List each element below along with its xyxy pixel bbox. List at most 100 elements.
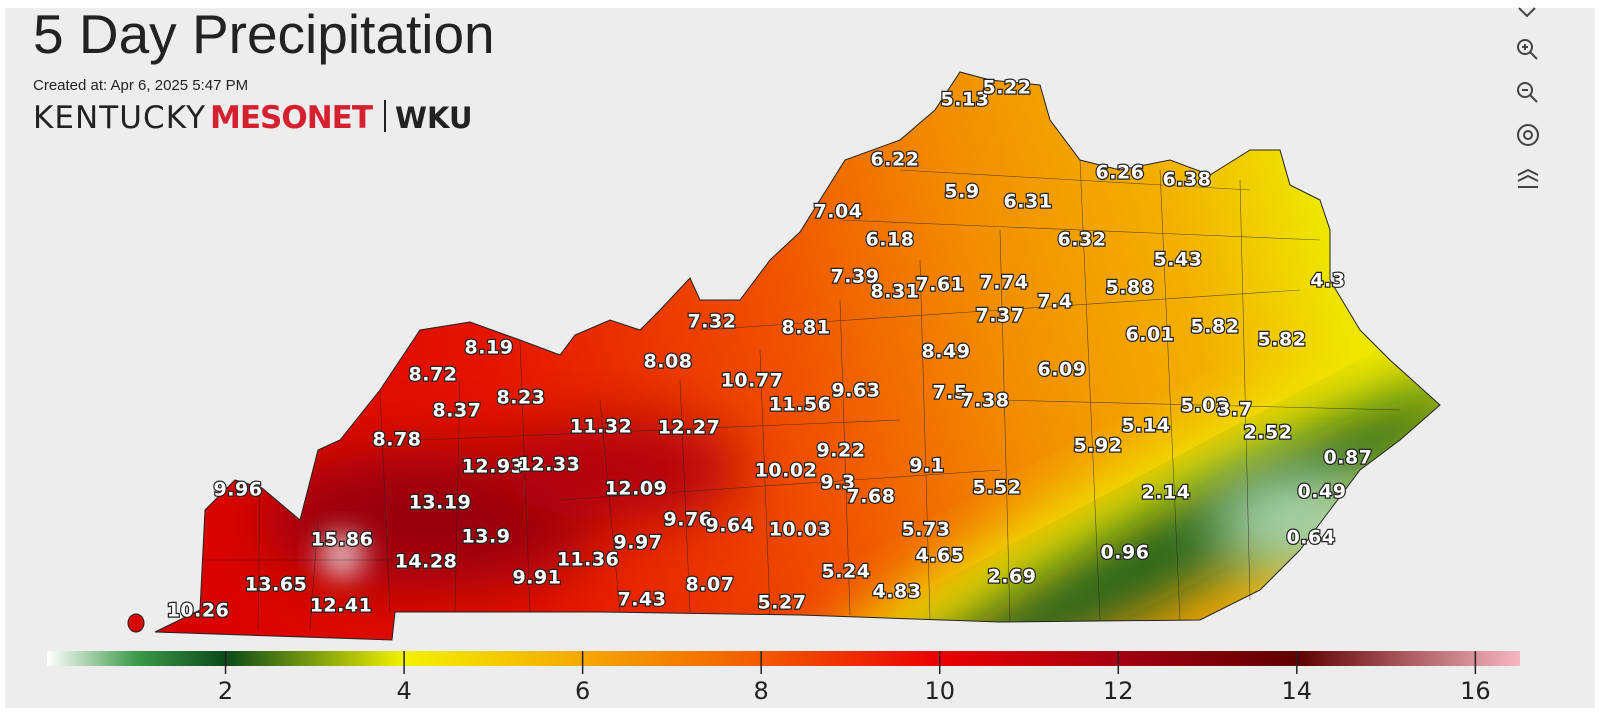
colorbar-tick-label: 8	[754, 677, 769, 705]
station-value: 2.52	[1244, 422, 1293, 444]
colorbar-tick-label: 6	[575, 677, 590, 705]
station-value: 9.76	[664, 509, 713, 531]
colorbar-tick-label: 16	[1460, 677, 1491, 705]
colorbar-tick-label: 12	[1103, 677, 1134, 705]
station-value: 5.27	[758, 592, 807, 614]
station-value: 7.61	[916, 274, 965, 296]
station-value: 7.4	[1037, 291, 1072, 313]
title: 5 Day Precipitation	[33, 3, 495, 65]
station-value: 6.09	[1038, 359, 1087, 381]
station-value: 6.26	[1096, 162, 1145, 184]
station-value: 9.96	[214, 479, 263, 501]
station-value: 5.92	[1074, 435, 1123, 457]
station-value: 8.37	[433, 400, 482, 422]
county-lines	[205, 159, 1401, 631]
station-value: 12.41	[310, 595, 373, 617]
station-value: 4.65	[916, 545, 965, 567]
map-tools	[1517, 7, 1539, 188]
station-value: 6.18	[866, 229, 915, 251]
station-value: 8.31	[871, 281, 920, 303]
station-value: 6.01	[1126, 324, 1175, 346]
station-value: 8.19	[465, 337, 514, 359]
station-value: 6.32	[1058, 229, 1107, 251]
station-value: 0.64	[1287, 527, 1336, 549]
station-value: 6.31	[1004, 191, 1053, 213]
colorbar-ticks: 2 4 6 8 10 12 14 16	[218, 651, 1491, 705]
station-value: 8.07	[686, 574, 735, 596]
colorbar-tick-label: 10	[924, 677, 955, 705]
colorbar-tick-label: 2	[218, 677, 233, 705]
station-value: 5.82	[1191, 316, 1240, 338]
locate-button[interactable]	[1517, 124, 1539, 146]
logo-text: MESONET	[210, 100, 373, 136]
station-value: 7.74	[980, 272, 1029, 294]
station-value: 6.38	[1163, 169, 1212, 191]
station-value: 10.77	[721, 370, 784, 392]
station-value: 10.02	[755, 460, 818, 482]
station-value: 14.28	[395, 551, 458, 573]
station-value: 9.91	[513, 567, 562, 589]
station-value: 7.43	[618, 589, 667, 611]
station-value: 13.65	[245, 574, 308, 596]
station-value: 8.49	[922, 341, 971, 363]
station-value: 15.86	[311, 529, 374, 551]
station-value: 5.43	[1154, 249, 1203, 271]
zoom-out-button[interactable]	[1517, 82, 1538, 103]
station-value: 11.36	[557, 549, 620, 571]
station-value: 9.63	[832, 380, 881, 402]
station-value: 9.64	[706, 515, 755, 537]
station-value: 9.22	[817, 440, 866, 462]
station-value: 7.5	[932, 382, 967, 404]
colorbar	[47, 651, 1520, 666]
station-value: 5.82	[1258, 329, 1307, 351]
logo-text: KENTUCKY	[33, 100, 205, 136]
station-value: 13.9	[462, 526, 511, 548]
station-value: 5.88	[1106, 277, 1155, 299]
station-value: 7.37	[976, 305, 1025, 327]
station-value: 0.49	[1298, 481, 1347, 503]
station-value: 8.08	[644, 351, 693, 373]
colorbar-tick-label: 4	[396, 677, 411, 705]
station-value: 3.7	[1217, 399, 1252, 421]
station-value: 7.39	[831, 266, 880, 288]
station-value: 8.78	[373, 429, 422, 451]
station-value: 5.02	[1181, 395, 1230, 417]
station-value: 5.9	[944, 181, 979, 203]
station-value: 5.24	[822, 561, 871, 583]
island	[127, 613, 145, 633]
station-value: 8.72	[409, 364, 458, 386]
station-value: 11.32	[570, 416, 633, 438]
station-value: 6.22	[871, 149, 920, 171]
station-value: 12.09	[605, 478, 668, 500]
station-value: 12.33	[518, 454, 581, 476]
layers-button[interactable]	[1517, 168, 1539, 188]
station-value: 5.13	[941, 89, 990, 111]
station-value: 13.19	[409, 492, 472, 514]
station-value: 9.97	[614, 532, 663, 554]
station-value: 8.81	[782, 317, 831, 339]
collapse-button[interactable]	[1518, 7, 1536, 18]
station-value: 11.56	[769, 394, 832, 416]
station-value: 0.87	[1324, 447, 1373, 469]
station-value: 9.1	[909, 455, 944, 477]
station-value: 0.96	[1101, 542, 1150, 564]
station-value: 7.68	[847, 486, 896, 508]
logo-text: WKU	[395, 101, 473, 135]
station-value: 4.3	[1310, 270, 1345, 292]
station-value: 8.23	[497, 387, 546, 409]
created-at: Created at: Apr 6, 2025 5:47 PM	[33, 77, 248, 94]
station-value: 5.14	[1122, 415, 1171, 437]
station-value: 7.04	[814, 201, 863, 223]
station-value: 5.22	[983, 77, 1032, 99]
station-value: 4.83	[873, 581, 922, 603]
station-value: 5.52	[973, 477, 1022, 499]
station-value: 9.3	[820, 472, 855, 494]
station-labels: 5.135.22 6.22 6.26 6.38 5.9 6.31 7.046.18 6.32 5…	[165, 75, 1373, 622]
station-value: 2.14	[1142, 482, 1191, 504]
station-value: 7.38	[961, 390, 1010, 412]
station-value: 12.27	[658, 417, 721, 439]
station-value: 12.93	[462, 456, 525, 478]
zoom-in-button[interactable]	[1517, 39, 1538, 60]
station-value: 2.69	[988, 566, 1037, 588]
